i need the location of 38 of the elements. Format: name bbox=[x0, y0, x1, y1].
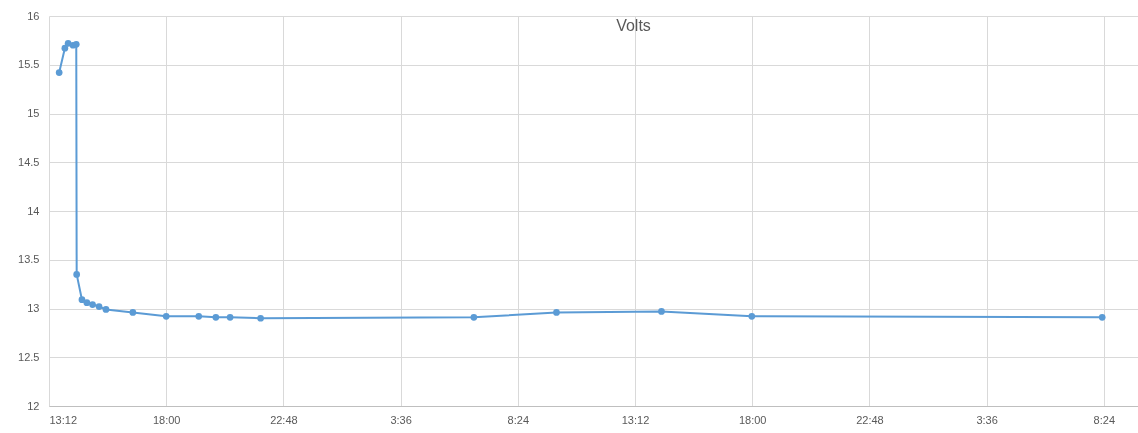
y-tick-label: 13 bbox=[27, 302, 40, 314]
point bbox=[658, 308, 665, 315]
x-tick-label: 13:12 bbox=[621, 413, 650, 426]
x-tick-label: 22:48 bbox=[270, 413, 298, 426]
x-tick-label: 8:24 bbox=[1093, 413, 1116, 426]
point bbox=[212, 313, 220, 321]
point bbox=[83, 299, 91, 306]
y-tick-label: 14 bbox=[27, 204, 40, 217]
x-tick-label: 3:36 bbox=[976, 413, 998, 426]
x-tick-label: 13:12 bbox=[49, 413, 78, 426]
point bbox=[257, 314, 264, 322]
y-tick-label: 15 bbox=[27, 107, 40, 119]
point bbox=[89, 301, 96, 308]
x-tick-label: 18:00 bbox=[152, 413, 181, 426]
y-tick-label: 14.5 bbox=[18, 155, 40, 168]
point bbox=[1098, 313, 1106, 321]
point bbox=[55, 69, 63, 76]
point bbox=[195, 312, 203, 320]
point bbox=[95, 303, 103, 310]
point bbox=[102, 306, 110, 313]
x-tick-label: 18:00 bbox=[738, 413, 767, 426]
x-tick-label: 8:24 bbox=[507, 413, 530, 426]
x-tick-label: 22:48 bbox=[856, 413, 884, 426]
x-tick-label: 3:36 bbox=[390, 413, 412, 426]
point bbox=[73, 271, 81, 278]
y-tick-label: 12 bbox=[27, 399, 40, 412]
y-tick-label: 13.5 bbox=[18, 253, 40, 266]
y-tick-label: 15.5 bbox=[18, 58, 40, 71]
point bbox=[129, 309, 137, 316]
point bbox=[78, 296, 86, 304]
y-tick-label: 12.5 bbox=[18, 350, 40, 363]
point bbox=[748, 312, 756, 320]
point bbox=[470, 313, 478, 321]
point bbox=[162, 312, 170, 320]
chart-title: Volts bbox=[616, 17, 651, 34]
y-tick-label: 16 bbox=[27, 9, 40, 22]
point bbox=[553, 309, 560, 316]
point bbox=[226, 313, 234, 321]
